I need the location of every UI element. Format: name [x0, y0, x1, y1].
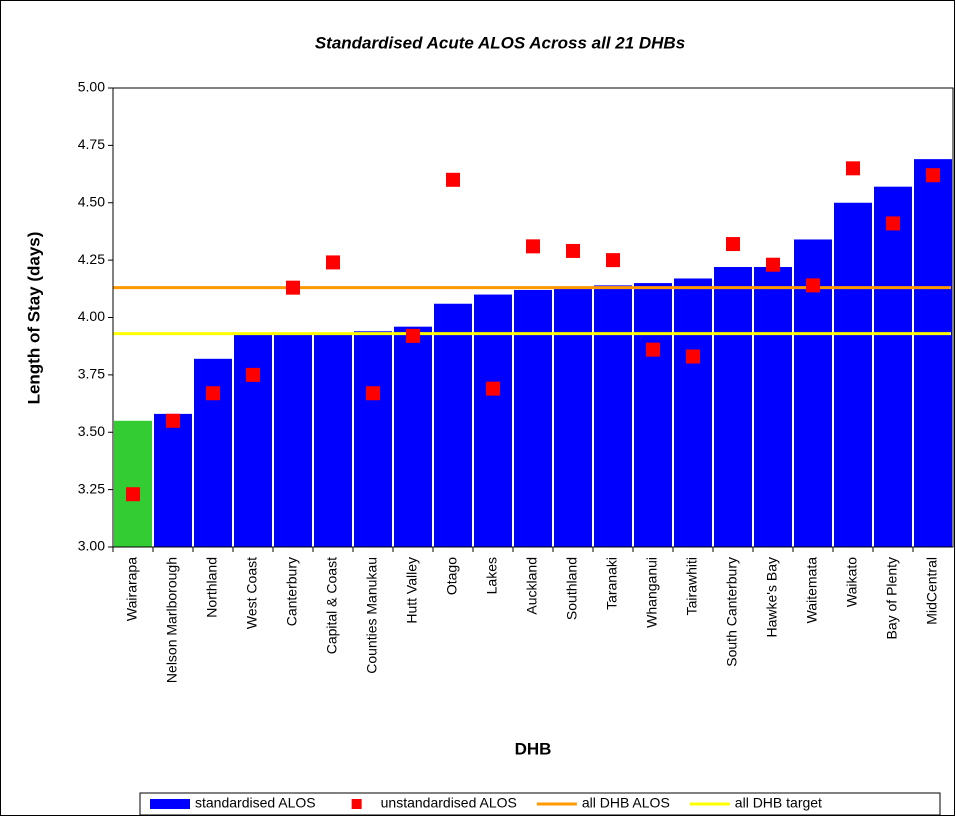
- marker: [646, 342, 660, 357]
- bar: [234, 333, 272, 547]
- y-tick-label: 3.75: [78, 366, 105, 382]
- marker: [206, 386, 220, 401]
- marker: [726, 237, 740, 252]
- bar: [274, 333, 312, 547]
- x-tick-label: Otago: [444, 557, 460, 595]
- bar: [874, 186, 912, 547]
- bar: [554, 287, 592, 547]
- marker: [926, 168, 940, 183]
- x-tick-label: Hawke's Bay: [764, 557, 780, 637]
- bar: [114, 420, 152, 547]
- y-tick-label: 4.00: [78, 308, 105, 324]
- x-tick-label: Whanganui: [644, 557, 660, 628]
- x-tick-label: Northland: [204, 557, 220, 618]
- y-tick-label: 3.25: [78, 480, 105, 496]
- x-tick-label: Southland: [564, 557, 580, 620]
- x-tick-label: MidCentral: [924, 557, 940, 625]
- marker: [846, 161, 860, 176]
- x-tick-label: Hutt Valley: [404, 557, 420, 624]
- marker: [486, 381, 500, 396]
- y-tick-label: 3.50: [78, 423, 105, 439]
- marker: [406, 328, 420, 343]
- x-tick-label: Nelson Marlborough: [164, 557, 180, 683]
- y-tick-label: 3.00: [78, 538, 105, 554]
- legend-label: standardised ALOS: [195, 795, 316, 811]
- y-tick-label: 4.75: [78, 136, 105, 152]
- bar: [634, 283, 672, 547]
- x-tick-label: Bay of Plenty: [884, 557, 900, 640]
- y-tick-label: 5.00: [78, 79, 105, 95]
- bar: [154, 413, 192, 547]
- bar: [474, 294, 512, 547]
- chart-title: Standardised Acute ALOS Across all 21 DH…: [315, 33, 685, 52]
- plot-border: [112, 87, 954, 548]
- x-tick-label: Tairawhiti: [684, 557, 700, 615]
- bar: [674, 278, 712, 547]
- legend-swatch: [351, 799, 362, 809]
- x-tick-label: Waitemata: [804, 557, 820, 624]
- marker: [886, 216, 900, 231]
- x-tick-label: West Coast: [244, 557, 260, 629]
- y-axis-label: Length of Stay (days): [24, 232, 43, 405]
- marker: [326, 255, 340, 270]
- marker: [366, 386, 380, 401]
- bar: [354, 331, 392, 547]
- marker: [686, 349, 700, 364]
- marker: [566, 243, 580, 258]
- marker: [126, 487, 140, 502]
- legend-label: all DHB target: [735, 795, 822, 811]
- bar: [834, 202, 872, 547]
- x-tick-label: Wairarapa: [124, 557, 140, 621]
- y-tick-label: 4.50: [78, 193, 105, 209]
- bar: [914, 159, 952, 547]
- x-tick-label: Lakes: [484, 557, 500, 594]
- marker: [246, 367, 260, 382]
- bar: [434, 303, 472, 547]
- marker: [526, 239, 540, 254]
- bar: [754, 267, 792, 547]
- bar: [714, 267, 752, 547]
- marker: [446, 172, 460, 187]
- x-tick-label: Canterbury: [284, 557, 300, 626]
- x-tick-label: Auckland: [524, 557, 540, 615]
- x-tick-label: Waikato: [844, 557, 860, 607]
- bar: [594, 285, 632, 547]
- marker: [286, 280, 300, 295]
- legend-swatch: [150, 799, 190, 809]
- y-tick-label: 4.25: [78, 251, 105, 267]
- x-tick-label: South Canterbury: [724, 557, 740, 667]
- marker: [806, 278, 820, 293]
- bar: [314, 333, 352, 547]
- marker: [766, 257, 780, 272]
- bar: [394, 326, 432, 547]
- x-tick-label: Capital & Coast: [324, 557, 340, 654]
- legend-label: unstandardised ALOS: [381, 795, 517, 811]
- x-tick-label: Counties Manukau: [364, 557, 380, 674]
- x-axis-label: DHB: [515, 739, 552, 758]
- marker: [606, 253, 620, 268]
- x-tick-label: Taranaki: [604, 557, 620, 610]
- bar: [514, 289, 552, 547]
- legend-label: all DHB ALOS: [582, 795, 670, 811]
- marker: [166, 413, 180, 428]
